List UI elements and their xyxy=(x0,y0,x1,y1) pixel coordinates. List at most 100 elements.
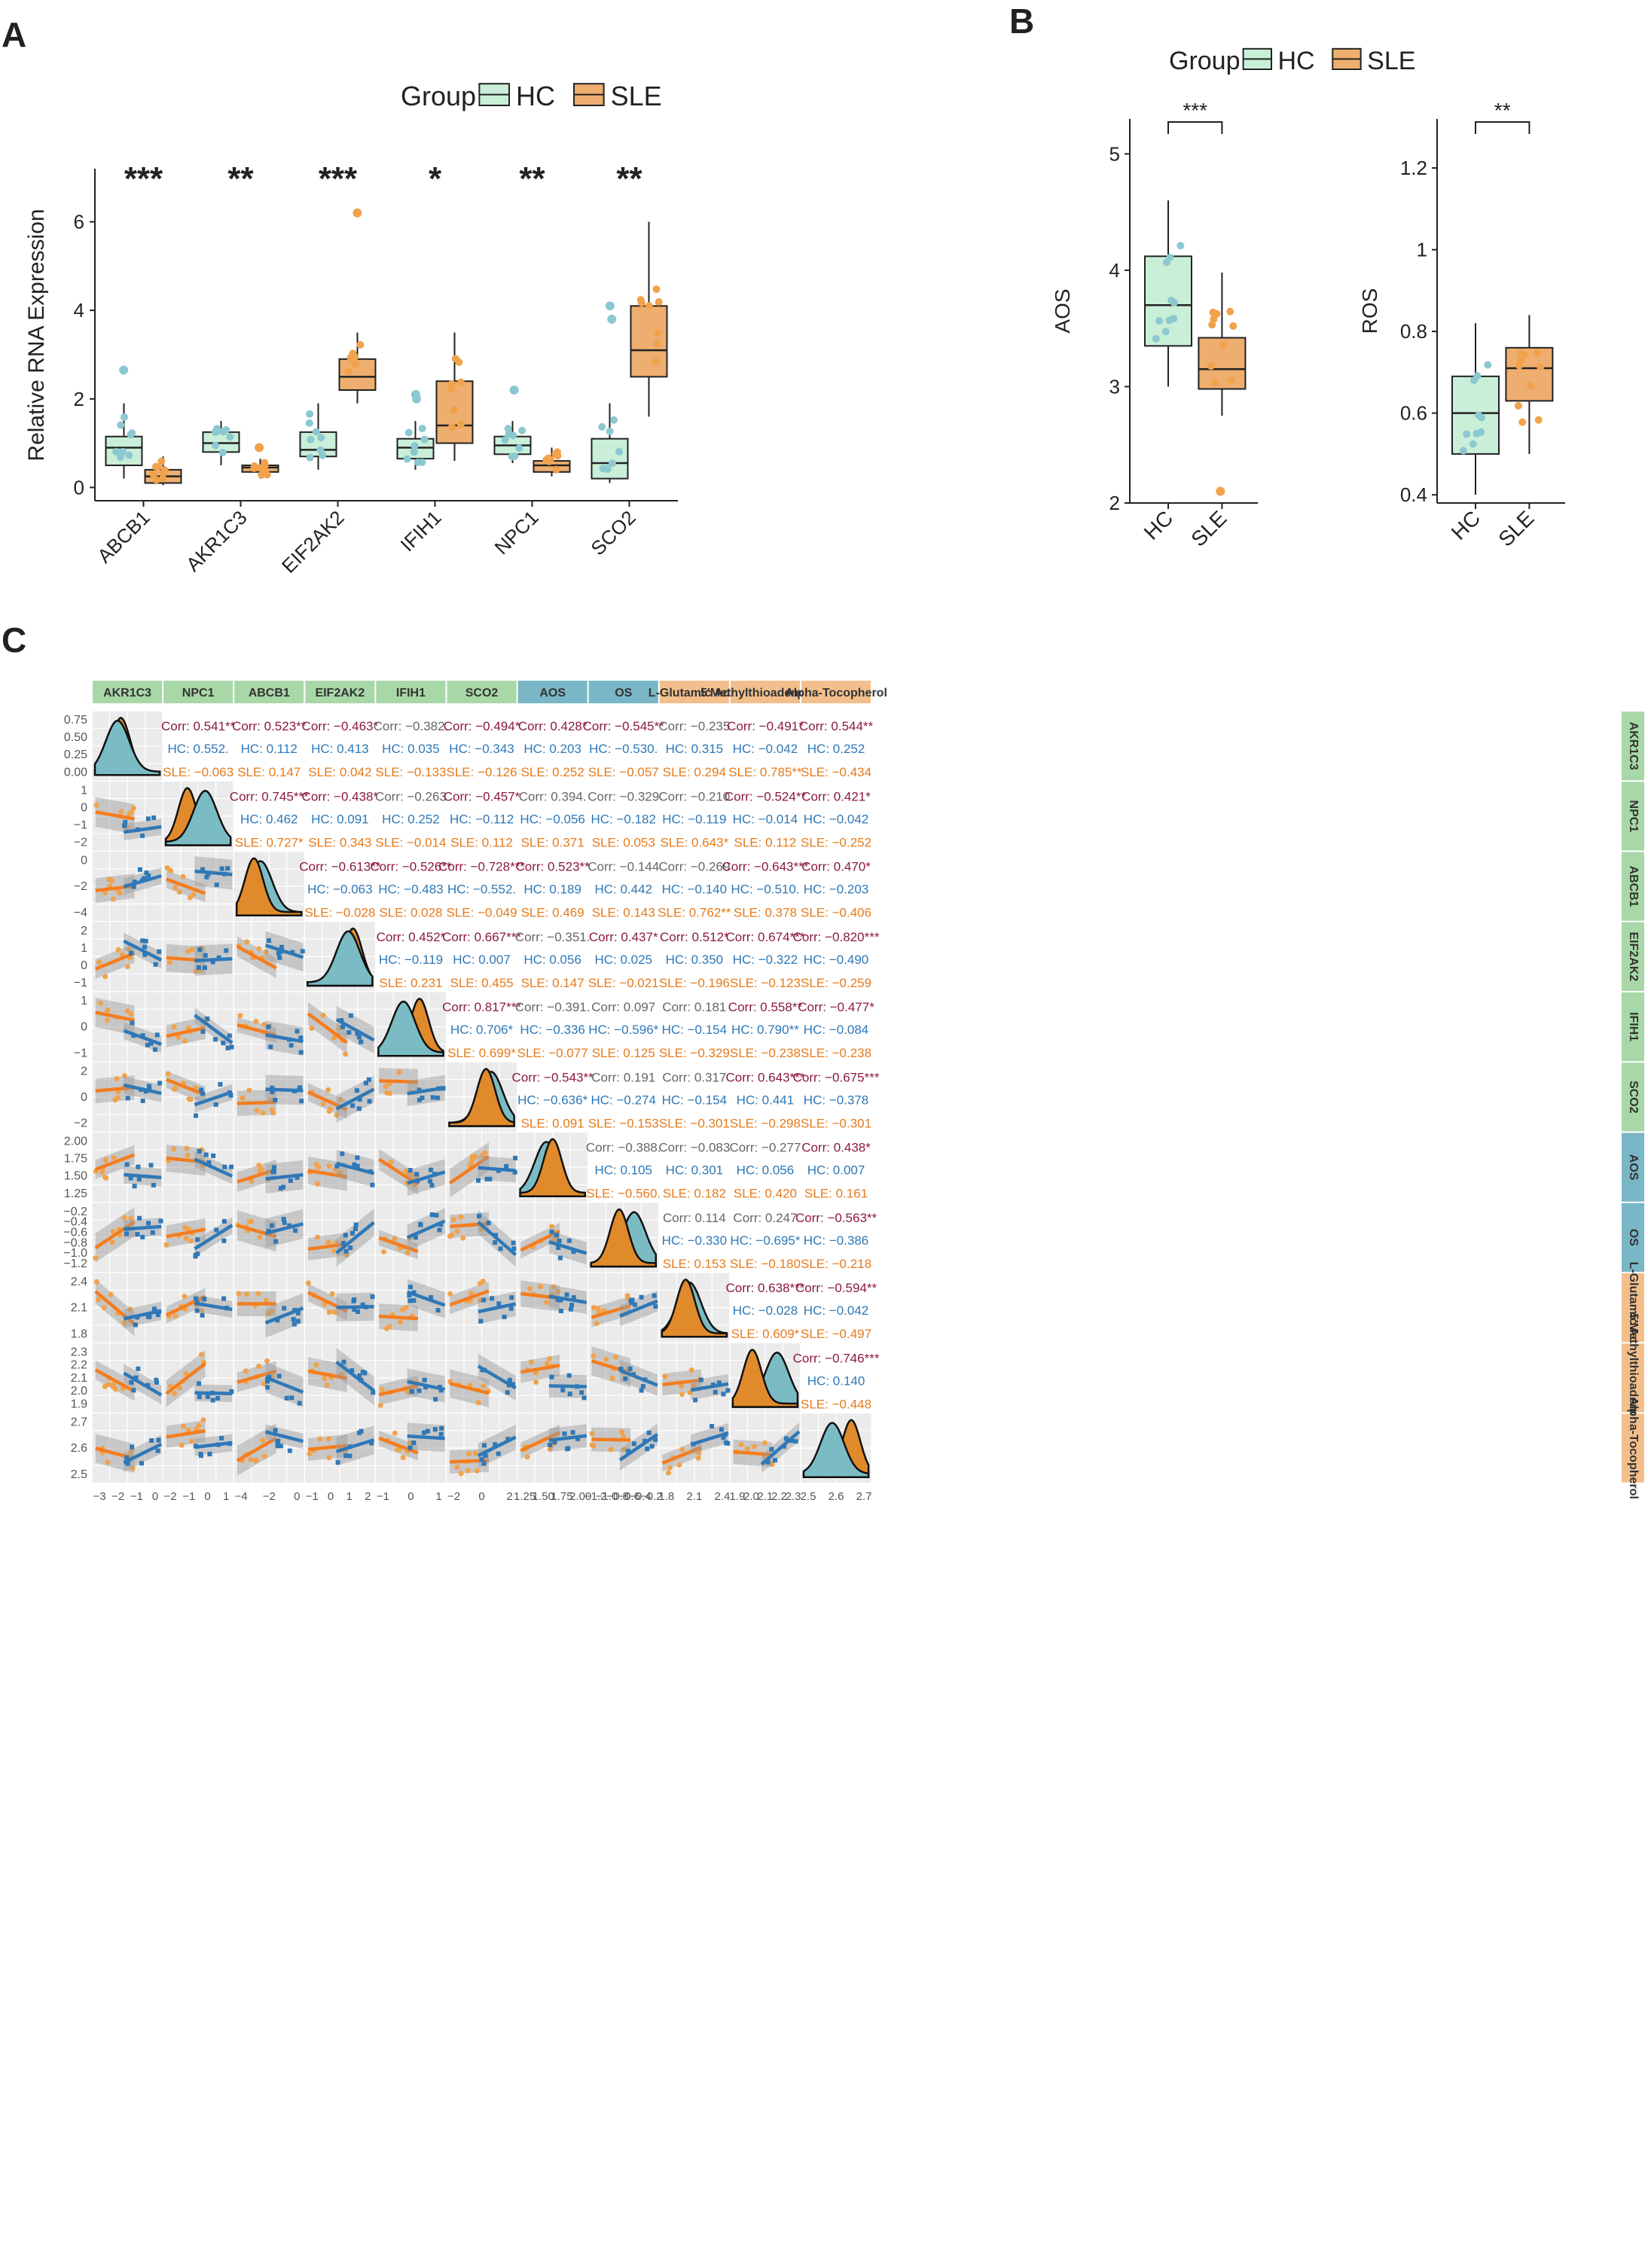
scatter-point-hc xyxy=(371,1390,376,1395)
scatter-point-sle xyxy=(329,1291,335,1297)
scatter-point-sle xyxy=(97,1000,103,1006)
scatter-point-sle xyxy=(613,1354,619,1360)
box-point xyxy=(653,329,661,337)
regression-line-hc xyxy=(478,1302,517,1314)
scatter-point-sle xyxy=(249,1178,255,1184)
row-tick-label: −2 xyxy=(74,837,87,849)
scatter-point-hc xyxy=(122,823,127,828)
scatter-point-hc xyxy=(433,1397,438,1402)
corr-overall: Corr: 0.541** xyxy=(161,719,236,733)
box-point xyxy=(344,367,352,376)
corr-cell: Corr: −0.463* HC: 0.413 SLE: 0.042 xyxy=(302,719,379,779)
col-tick-label: 1.25 xyxy=(514,1490,536,1503)
corr-cell: Corr: 0.667*** HC: 0.007 SLE: 0.455 xyxy=(442,930,521,990)
scatter-point-hc xyxy=(350,1103,356,1108)
scatter-point-hc xyxy=(640,1384,645,1389)
scatter-point-hc xyxy=(557,1255,563,1261)
corr-cell: Corr: −0.524** HC: −0.014 SLE: 0.112 xyxy=(725,789,807,849)
corr-overall: Corr: 0.667*** xyxy=(442,930,521,944)
scatter-point-hc xyxy=(360,1302,365,1307)
scatter-point-hc xyxy=(340,1151,345,1157)
col-tick-label: −3 xyxy=(93,1490,105,1503)
scatter-point-sle xyxy=(621,1433,627,1439)
scatter-point-hc xyxy=(341,1241,346,1246)
col-tick-label: 2.5 xyxy=(801,1490,816,1503)
row-tick-label: −1 xyxy=(74,977,87,989)
scatter-point-hc xyxy=(569,1306,574,1312)
y-tick-label: 4 xyxy=(1109,259,1120,282)
scatter-point-hc xyxy=(428,1178,433,1184)
outlier-point xyxy=(605,301,615,311)
scatter-point-sle xyxy=(244,1291,250,1297)
scatter-point-hc xyxy=(205,1016,210,1021)
regression-line-sle xyxy=(520,1229,561,1252)
matrix-cell xyxy=(517,1132,587,1203)
corr-hc: HC: 0.252 xyxy=(382,812,440,826)
scatter-point-hc xyxy=(153,962,158,967)
corr-hc: HC: −0.119 xyxy=(379,953,443,967)
scatter-point-hc xyxy=(631,1441,636,1446)
corr-hc: HC: −0.636* xyxy=(517,1093,587,1107)
box-point xyxy=(1170,299,1178,307)
matrix-cell xyxy=(447,1343,517,1413)
corr-cell: Corr: 0.544** HC: 0.252 SLE: −0.434 xyxy=(799,719,874,779)
scatter-point-sle xyxy=(198,1352,204,1358)
col-tick-label: 2.1 xyxy=(686,1490,702,1503)
scatter-point-sle xyxy=(172,1391,178,1397)
y-tick-label: 0 xyxy=(74,476,84,498)
scatter-point-hc xyxy=(422,1430,427,1435)
matrix-cell xyxy=(92,1273,163,1343)
regression-line-hc xyxy=(406,1290,446,1307)
col-tick-label: 1.8 xyxy=(658,1490,674,1503)
corr-overall: Corr: −0.351. xyxy=(515,930,591,944)
scatter-point-hc xyxy=(155,1312,160,1318)
box-point xyxy=(218,449,227,457)
scatter-point-hc xyxy=(295,1318,301,1324)
strip-top-label: 5'Methylthioadenosine xyxy=(700,687,830,700)
row-tick-label: 2.4 xyxy=(71,1276,87,1288)
corr-hc: HC: 0.552. xyxy=(168,742,229,756)
box-point xyxy=(317,434,325,442)
strip-top-label: ABCB1 xyxy=(249,687,290,700)
scatter-point-hc xyxy=(136,1366,141,1371)
box-point xyxy=(1219,341,1228,349)
box-point xyxy=(1537,363,1545,371)
x-tick-label: SLE xyxy=(1494,506,1538,550)
regression-line-sle xyxy=(94,1153,136,1172)
corr-overall: Corr: −0.269 xyxy=(658,860,730,874)
scatter-point-sle xyxy=(386,1324,392,1330)
scatter-point-hc xyxy=(422,1377,427,1382)
scatter-point-hc xyxy=(346,1030,352,1035)
significance-mark: ** xyxy=(227,160,254,197)
scatter-point-sle xyxy=(477,1281,483,1287)
regression-line-sle xyxy=(661,1446,703,1465)
regression-line-hc xyxy=(124,1224,162,1231)
box-point xyxy=(1152,334,1160,343)
corr-sle: SLE: 0.143 xyxy=(592,906,655,920)
scatter-point-hc xyxy=(148,1041,154,1046)
row-tick-label: −2 xyxy=(74,1117,87,1130)
corr-cell: Corr: −0.613** HC: −0.063 SLE: −0.028 xyxy=(299,860,381,920)
corr-sle: SLE: 0.609* xyxy=(731,1327,800,1341)
matrix-cell xyxy=(92,852,163,922)
scatter-point-sle xyxy=(128,1449,134,1455)
y-tick-label: 0.8 xyxy=(1400,320,1427,343)
scatter-point-hc xyxy=(340,1024,346,1029)
corr-overall: Corr: 0.114 xyxy=(663,1211,726,1225)
box-point xyxy=(112,447,121,456)
scatter-point-hc xyxy=(565,1446,570,1452)
scatter-point-hc xyxy=(151,1182,156,1187)
strip-right xyxy=(1622,1203,1644,1272)
scatter-point-sle xyxy=(679,1446,685,1453)
corr-overall: Corr: −0.083 xyxy=(658,1141,730,1155)
scatter-point-sle xyxy=(326,1309,332,1315)
box-point xyxy=(1469,376,1478,385)
scatter-point-hc xyxy=(214,1227,219,1233)
matrix-cell xyxy=(92,992,163,1062)
box-point xyxy=(1534,416,1543,424)
scatter-point-hc xyxy=(150,1230,155,1235)
col-tick-label: −0.6 xyxy=(618,1490,640,1503)
corr-cell: Corr: −0.728*** HC: −0.552. SLE: −0.049 xyxy=(438,860,525,920)
corr-hc: HC: 0.203 xyxy=(523,742,581,756)
box-point xyxy=(637,299,645,307)
